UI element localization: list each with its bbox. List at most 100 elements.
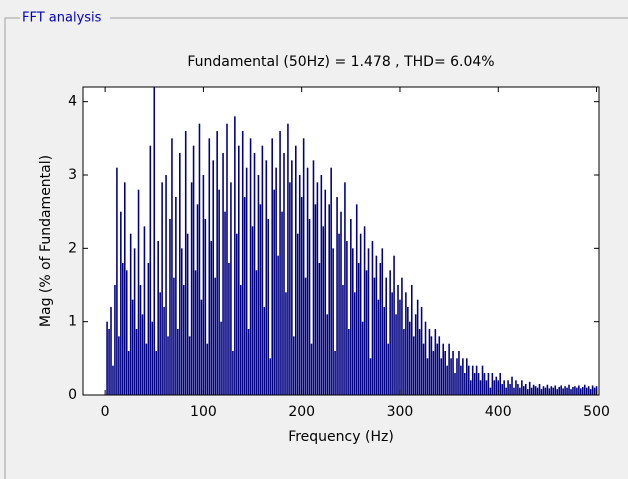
bar — [336, 197, 338, 395]
bar — [186, 233, 189, 395]
bar — [320, 175, 323, 395]
bar — [344, 182, 346, 395]
bar — [477, 373, 480, 395]
bar — [275, 167, 277, 395]
bar — [546, 384, 549, 395]
y-axis-label: Mag (% of Fundamental) — [38, 155, 54, 327]
bar — [157, 241, 159, 395]
bar — [389, 270, 391, 395]
bar — [153, 87, 156, 395]
bar — [387, 343, 389, 395]
bar — [251, 226, 254, 395]
bar — [216, 131, 218, 395]
bar — [405, 292, 407, 395]
bar — [528, 381, 531, 395]
bar — [334, 351, 336, 395]
bar — [519, 387, 521, 395]
bar — [491, 373, 494, 395]
bar — [346, 241, 348, 395]
bar — [184, 131, 187, 395]
bar — [554, 385, 557, 395]
bar — [385, 277, 387, 395]
bar — [593, 387, 596, 395]
bar — [448, 343, 450, 395]
bar — [420, 307, 423, 395]
bar — [127, 351, 130, 395]
bar — [293, 336, 295, 395]
bar — [581, 386, 584, 395]
bar — [393, 255, 395, 395]
bar — [450, 358, 452, 395]
bar — [391, 292, 393, 395]
bar — [208, 138, 211, 395]
bar — [291, 160, 293, 395]
bar — [255, 270, 258, 395]
bar — [298, 175, 301, 395]
bar — [471, 365, 474, 395]
bar — [116, 167, 118, 395]
bar — [163, 307, 165, 395]
bar — [167, 336, 169, 395]
bar — [196, 204, 199, 395]
bar — [473, 373, 476, 395]
bar — [469, 380, 472, 395]
bar — [548, 388, 551, 395]
bar — [300, 197, 303, 395]
bar — [383, 307, 386, 395]
y-tick-label: 2 — [68, 240, 77, 256]
bar — [151, 321, 154, 395]
bar — [544, 387, 547, 395]
bar — [462, 358, 464, 395]
bar — [304, 277, 307, 395]
bar — [190, 182, 193, 395]
bar — [271, 138, 273, 395]
bar — [509, 384, 511, 395]
bar — [369, 358, 372, 395]
bar — [257, 175, 260, 395]
bar — [568, 384, 570, 395]
bar — [487, 373, 490, 395]
bar — [414, 314, 417, 395]
bar — [287, 123, 289, 395]
bar — [409, 321, 411, 395]
bar — [361, 321, 364, 395]
bar — [328, 204, 330, 395]
bar — [285, 292, 287, 395]
bar — [550, 386, 553, 395]
bar — [430, 336, 433, 395]
x-tick-label: 0 — [101, 404, 110, 420]
bar — [503, 380, 505, 395]
bar — [458, 351, 460, 395]
bar — [538, 384, 541, 395]
bar — [322, 226, 325, 395]
bar — [342, 285, 344, 395]
panel-border — [4, 17, 20, 479]
bar — [524, 384, 527, 395]
bar — [434, 329, 437, 395]
bar — [412, 336, 415, 395]
bar — [416, 299, 419, 395]
bar — [485, 380, 488, 395]
bar — [180, 248, 183, 395]
bar — [253, 153, 256, 395]
y-tick-label: 3 — [68, 167, 77, 183]
bar — [410, 285, 413, 395]
x-tick-label: 400 — [485, 404, 512, 420]
bar — [310, 343, 313, 395]
bar — [226, 123, 228, 395]
bar — [283, 153, 285, 395]
bar — [175, 197, 177, 395]
bar — [202, 175, 205, 395]
bar — [122, 263, 124, 395]
bar — [192, 145, 195, 395]
bar — [123, 182, 126, 395]
bar — [566, 387, 568, 395]
bar — [234, 116, 236, 395]
bar — [556, 389, 559, 395]
bar — [507, 380, 509, 395]
bar — [460, 365, 462, 395]
y-tick-label: 0 — [68, 387, 77, 403]
bar — [281, 211, 283, 395]
bar — [452, 351, 454, 395]
